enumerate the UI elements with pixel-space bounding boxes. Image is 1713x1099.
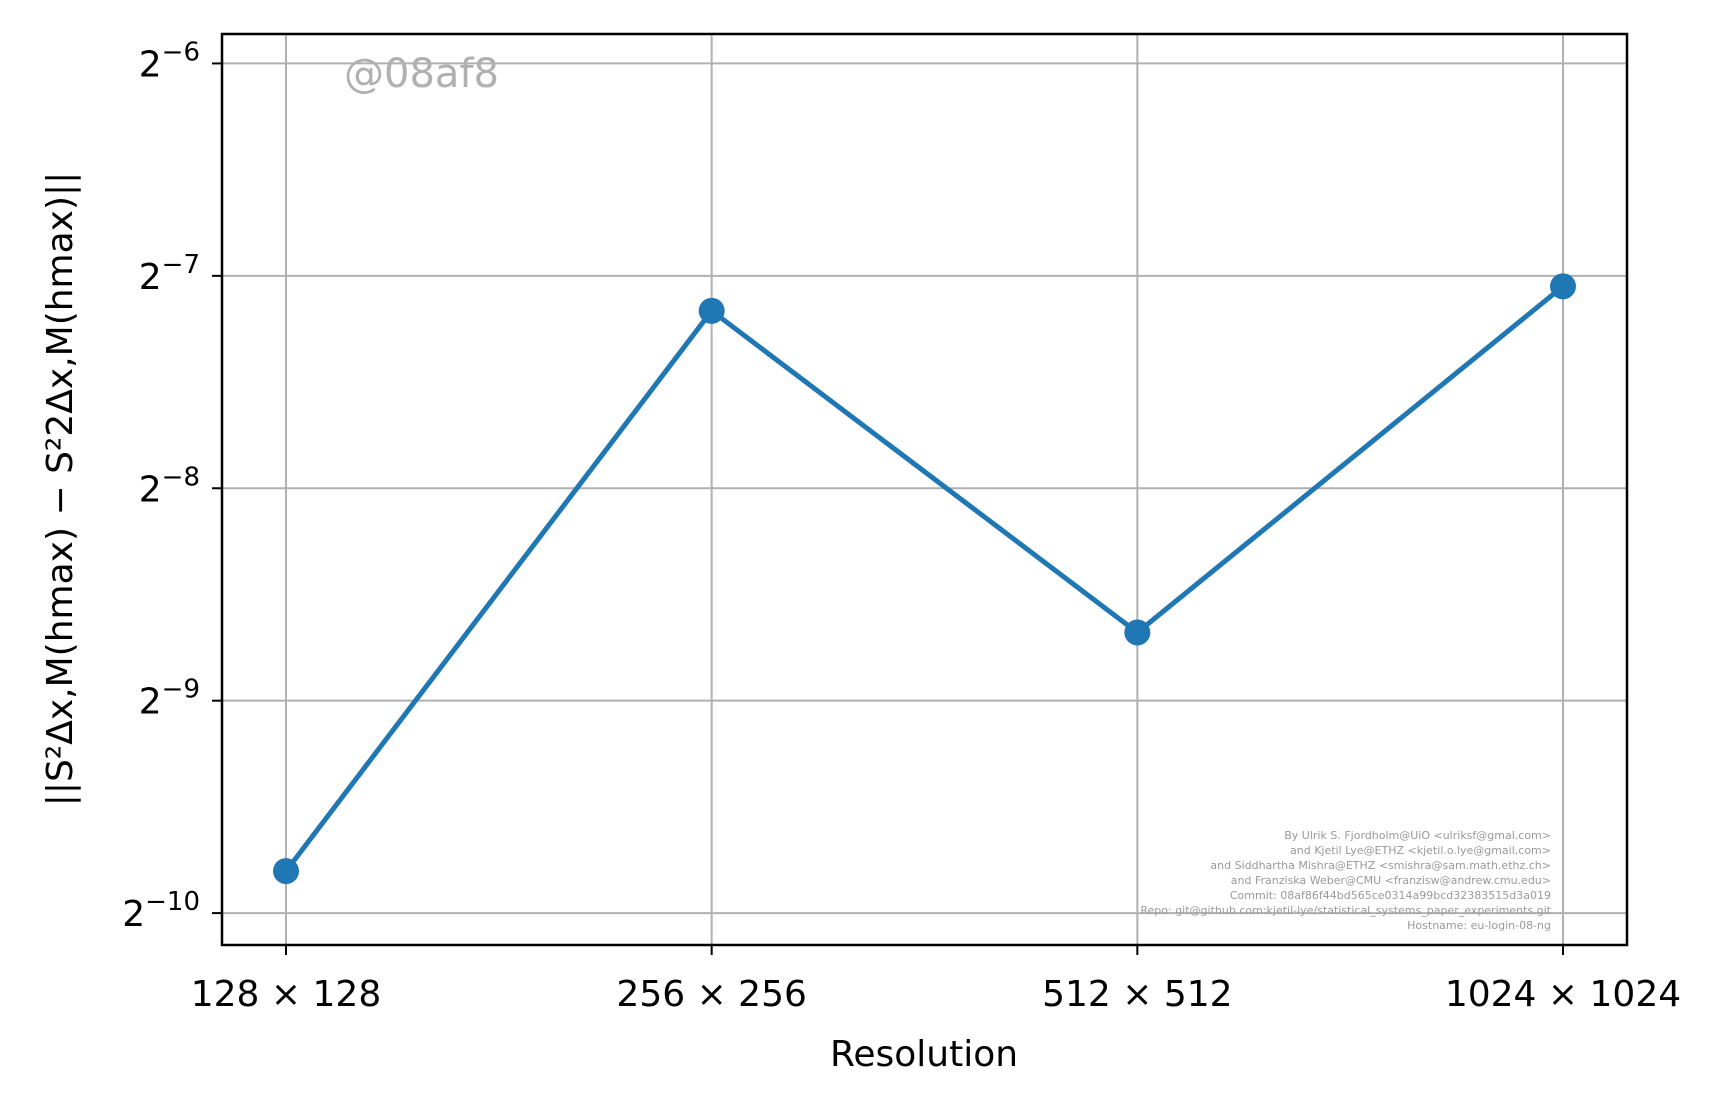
y-tick-exponent: −8 [162,462,200,492]
y-axis-ticks: 2−102−92−82−72−6 [122,37,222,935]
y-tick-base: 2 [139,469,162,510]
credits-block: By Ulrik S. Fjordholm@UiO <ulriksf@gmal.… [1140,829,1551,932]
y-tick-exponent: −9 [162,675,200,705]
y-tick-label: 2−10 [122,887,200,935]
y-tick-base: 2 [139,682,162,723]
y-tick-exponent: −10 [145,887,200,917]
y-tick-label: 2−6 [139,37,200,85]
y-tick-label: 2−7 [139,250,200,298]
x-tick-label: 256 × 256 [616,974,806,1015]
watermark-text: @08af8 [344,51,499,97]
credit-line: Hostname: eu-login-08-ng [1407,919,1551,932]
credit-line: Repo: git@github.com:kjetil-lye/statisti… [1140,904,1551,917]
y-tick-base: 2 [139,44,162,85]
y-tick-label: 2−8 [139,462,200,510]
plot-frame [220,32,1629,947]
x-axis-ticks: 128 × 128 256 × 256 512 × 512 1024 × 1024 [191,945,1681,1015]
credit-line: and Franziska Weber@CMU <franzisw@andrew… [1231,874,1551,887]
credit-line: By Ulrik S. Fjordholm@UiO <ulriksf@gmal.… [1284,829,1551,842]
x-tick-label: 128 × 128 [191,974,381,1015]
grid-lines [222,34,1627,945]
credit-line: and Siddhartha Mishra@ETHZ <smishra@sam.… [1210,859,1551,872]
series-line [284,284,1565,873]
credit-line: and Kjetil Lye@ETHZ <kjetil.o.lye@gmail.… [1290,844,1551,857]
y-tick-exponent: −7 [162,250,200,280]
y-tick-base: 2 [139,257,162,298]
x-tick-label: 512 × 512 [1042,974,1232,1015]
y-axis-label: ||S²Δx,M(hmax) − S²2Δx,M(hmax)|| [40,172,81,807]
y-tick-label: 2−9 [139,675,200,723]
y-tick-base: 2 [122,894,145,935]
data-series [273,273,1576,885]
y-tick-exponent: −6 [162,37,200,67]
data-point [698,297,725,324]
data-point [273,858,299,885]
x-tick-label: 1024 × 1024 [1445,974,1681,1015]
data-point [1550,273,1576,300]
data-point [1124,619,1151,646]
credit-line: Commit: 08af86f44bd565ce0314a99bcd323835… [1230,889,1551,902]
x-axis-label: Resolution [830,1034,1018,1075]
